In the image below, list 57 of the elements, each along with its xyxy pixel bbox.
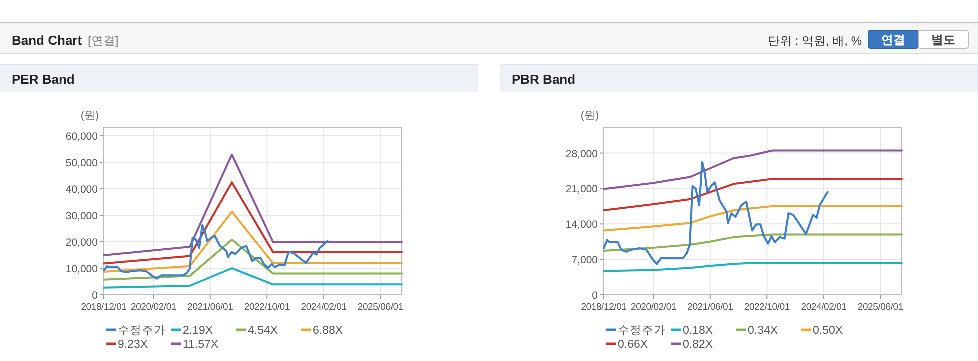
y-tick-label: 50,000 xyxy=(66,157,98,170)
chart-title: PER Band xyxy=(12,72,75,87)
x-tick-label: 2018/12/01 xyxy=(81,302,127,313)
x-tick-label: 2022/10/01 xyxy=(744,302,790,313)
x-tick-label: 2022/10/01 xyxy=(244,302,290,313)
line-series xyxy=(603,205,903,232)
line-series xyxy=(103,154,403,256)
legend-label: 6.88X xyxy=(313,325,344,337)
line-series xyxy=(103,211,403,273)
legend-label: 수정주가 xyxy=(618,325,666,337)
line-series xyxy=(603,262,903,272)
y-tick-label: 28,000 xyxy=(566,148,598,160)
line-series xyxy=(603,234,903,252)
line-series xyxy=(103,182,403,265)
text: 별도 xyxy=(932,33,956,47)
line-series xyxy=(103,267,403,289)
legend-label: 수정주가 xyxy=(118,325,166,337)
y-tick-label: 0 xyxy=(592,290,598,302)
line-series xyxy=(103,238,403,281)
x-tick-label: 2020/02/01 xyxy=(630,302,677,313)
x-tick-label: 2025/06/01 xyxy=(858,302,904,313)
x-tick-label: 2021/06/01 xyxy=(188,302,234,313)
y-tick-label: 21,000 xyxy=(566,184,598,196)
y-axis-title: (원) xyxy=(580,110,600,122)
text: 연결 xyxy=(882,33,906,47)
y-tick-label: 10,000 xyxy=(66,263,98,276)
line-series xyxy=(103,224,329,280)
x-tick-label: 2020/02/01 xyxy=(130,302,177,313)
y-tick-label: 14,000 xyxy=(566,219,598,232)
legend-label: 4.54X xyxy=(248,325,278,337)
line-series xyxy=(603,150,903,190)
y-tick-label: 0 xyxy=(92,290,98,302)
y-axis-title: (원) xyxy=(80,110,100,122)
x-tick-label: 2025/06/01 xyxy=(358,302,404,313)
x-tick-label: 2018/12/01 xyxy=(581,302,627,313)
text: 단위 : 억원, 배, % xyxy=(768,34,862,48)
legend-label: 0.34X xyxy=(748,325,778,337)
x-tick-label: 2021/06/01 xyxy=(688,302,734,313)
legend-label: 9.23X xyxy=(118,339,148,351)
y-tick-label: 60,000 xyxy=(66,130,98,143)
legend-label: 11.57X xyxy=(183,339,219,351)
legend-label: 2.19X xyxy=(183,325,214,337)
line-series xyxy=(603,161,829,266)
text: [연결] xyxy=(88,34,119,48)
x-tick-label: 2024/02/01 xyxy=(301,302,347,313)
chart-title: PBR Band xyxy=(512,72,576,87)
y-tick-label: 30,000 xyxy=(66,210,98,222)
legend-label: 0.82X xyxy=(683,339,714,351)
legend-label: 0.66X xyxy=(618,339,648,351)
y-tick-label: 20,000 xyxy=(66,236,98,249)
text: Band Chart xyxy=(12,33,83,48)
line-series xyxy=(603,178,903,212)
legend-label: 0.18X xyxy=(683,325,714,337)
legend-label: 0.50X xyxy=(813,325,844,337)
y-tick-label: 40,000 xyxy=(66,184,98,196)
y-tick-label: 7,000 xyxy=(572,254,598,267)
x-tick-label: 2024/02/01 xyxy=(801,302,847,313)
